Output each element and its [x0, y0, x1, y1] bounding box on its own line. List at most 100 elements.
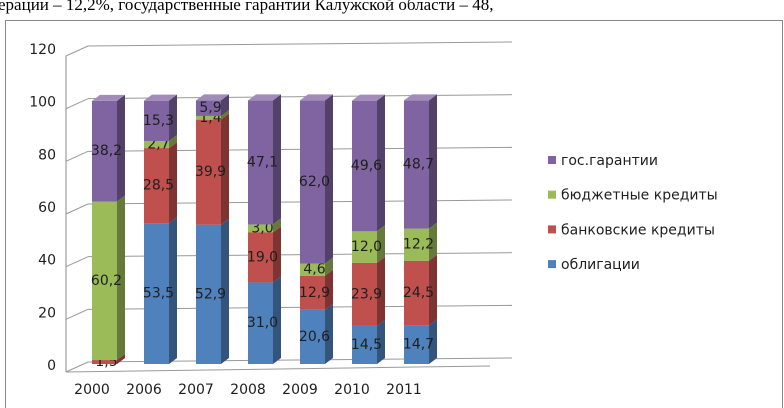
data-label: 12,0: [351, 239, 382, 255]
data-label: 12,2: [403, 237, 434, 253]
data-label: 20,6: [299, 329, 330, 345]
legend-swatch: [548, 260, 556, 269]
data-label: 4,6: [303, 262, 325, 278]
data-label: 5,9: [199, 100, 221, 116]
bar-side: [377, 225, 385, 263]
data-label: 39,9: [195, 164, 226, 180]
bar-segment: [248, 224, 273, 233]
bar-segment: [300, 100, 325, 264]
chart-border: [5, 20, 783, 408]
legend-label: банковские кредиты: [561, 222, 715, 238]
legend-swatch: [548, 225, 556, 234]
data-label: 23,9: [351, 286, 382, 302]
data-label: 52,9: [195, 286, 226, 302]
bar-segment: [352, 325, 377, 364]
bar-segment: [248, 100, 273, 225]
y-tick-label: 120: [29, 42, 56, 58]
bar-side: [429, 319, 437, 364]
bar-segment: [196, 100, 221, 116]
grid-line: [65, 308, 89, 320]
data-label: 28,5: [143, 178, 174, 194]
bar-segment: [196, 115, 221, 120]
bar-top: [144, 94, 177, 101]
bar-side: [169, 134, 177, 149]
x-tick-label: 2009: [282, 382, 318, 398]
bar-segment: [92, 100, 117, 202]
data-label: 24,5: [403, 285, 434, 301]
data-label: 19,0: [247, 249, 278, 265]
data-label: 53,5: [143, 286, 174, 302]
bar-segment: [144, 100, 169, 141]
grid-line: [65, 256, 89, 268]
grid-line: [65, 45, 89, 57]
y-tick-label: 60: [38, 200, 56, 216]
bar-side: [325, 303, 333, 364]
bar-segment: [352, 231, 377, 263]
bar-side: [221, 94, 229, 116]
bar-side: [325, 94, 333, 264]
bar-top: [196, 94, 229, 101]
bar-side: [169, 217, 177, 364]
bar-side: [429, 254, 437, 326]
bar-side: [273, 226, 281, 283]
x-tick-label: 2000: [74, 382, 110, 398]
grid-line: [65, 150, 89, 162]
bar-side: [325, 257, 333, 276]
x-tick-label: 2007: [178, 382, 214, 398]
bar-segment: [144, 223, 169, 364]
bar-segment: [144, 140, 169, 149]
y-tick-label: 0: [47, 358, 56, 374]
bar-segment: [352, 100, 377, 232]
x-tick-label: 2010: [334, 382, 370, 398]
bar-side: [169, 94, 177, 141]
data-label: 49,6: [351, 158, 382, 174]
bar-top: [248, 94, 281, 101]
data-label: 62,0: [299, 174, 330, 190]
x-tick-label: 2011: [386, 382, 422, 398]
bar-side: [117, 195, 125, 361]
bar-side: [429, 222, 437, 261]
bar-segment: [300, 309, 325, 364]
data-label: 38,2: [91, 143, 122, 159]
bar-side: [377, 94, 385, 232]
bar-segment: [404, 260, 429, 326]
grid-line: [65, 203, 89, 215]
bar-segment: [300, 263, 325, 276]
bar-segment: [92, 360, 117, 364]
bar-side: [273, 94, 281, 225]
bar-side: [221, 218, 229, 364]
y-tick-label: 40: [38, 253, 56, 269]
bar-segment: [196, 119, 221, 225]
data-label: 60,2: [91, 273, 122, 289]
y-tick-label: 20: [38, 305, 56, 321]
bar-side: [377, 319, 385, 364]
bar-segment: [300, 275, 325, 310]
bar-side: [169, 142, 177, 224]
bar-top: [352, 94, 385, 101]
floor-edge: [65, 365, 491, 373]
bar-side: [429, 94, 437, 229]
bar-top: [404, 94, 437, 101]
bar-segment: [196, 224, 221, 364]
bar-segment: [92, 201, 117, 361]
bar-side: [221, 113, 229, 225]
data-label: 31,0: [247, 315, 278, 331]
bar-side: [273, 218, 281, 233]
legend-swatch: [548, 190, 556, 199]
bar-segment: [248, 282, 273, 364]
bar-segment: [144, 148, 169, 224]
bar-side: [273, 276, 281, 364]
data-label: 12,9: [299, 285, 330, 301]
y-tick-label: 80: [38, 147, 56, 163]
data-label: 14,7: [403, 337, 434, 353]
bar-side: [117, 94, 125, 202]
bar-top: [92, 94, 125, 101]
legend-label: облигации: [561, 257, 640, 273]
bar-side: [221, 109, 229, 120]
bar-segment: [248, 232, 273, 283]
x-tick-label: 2008: [230, 382, 266, 398]
data-label: 47,1: [247, 154, 278, 170]
bar-segment: [404, 325, 429, 364]
